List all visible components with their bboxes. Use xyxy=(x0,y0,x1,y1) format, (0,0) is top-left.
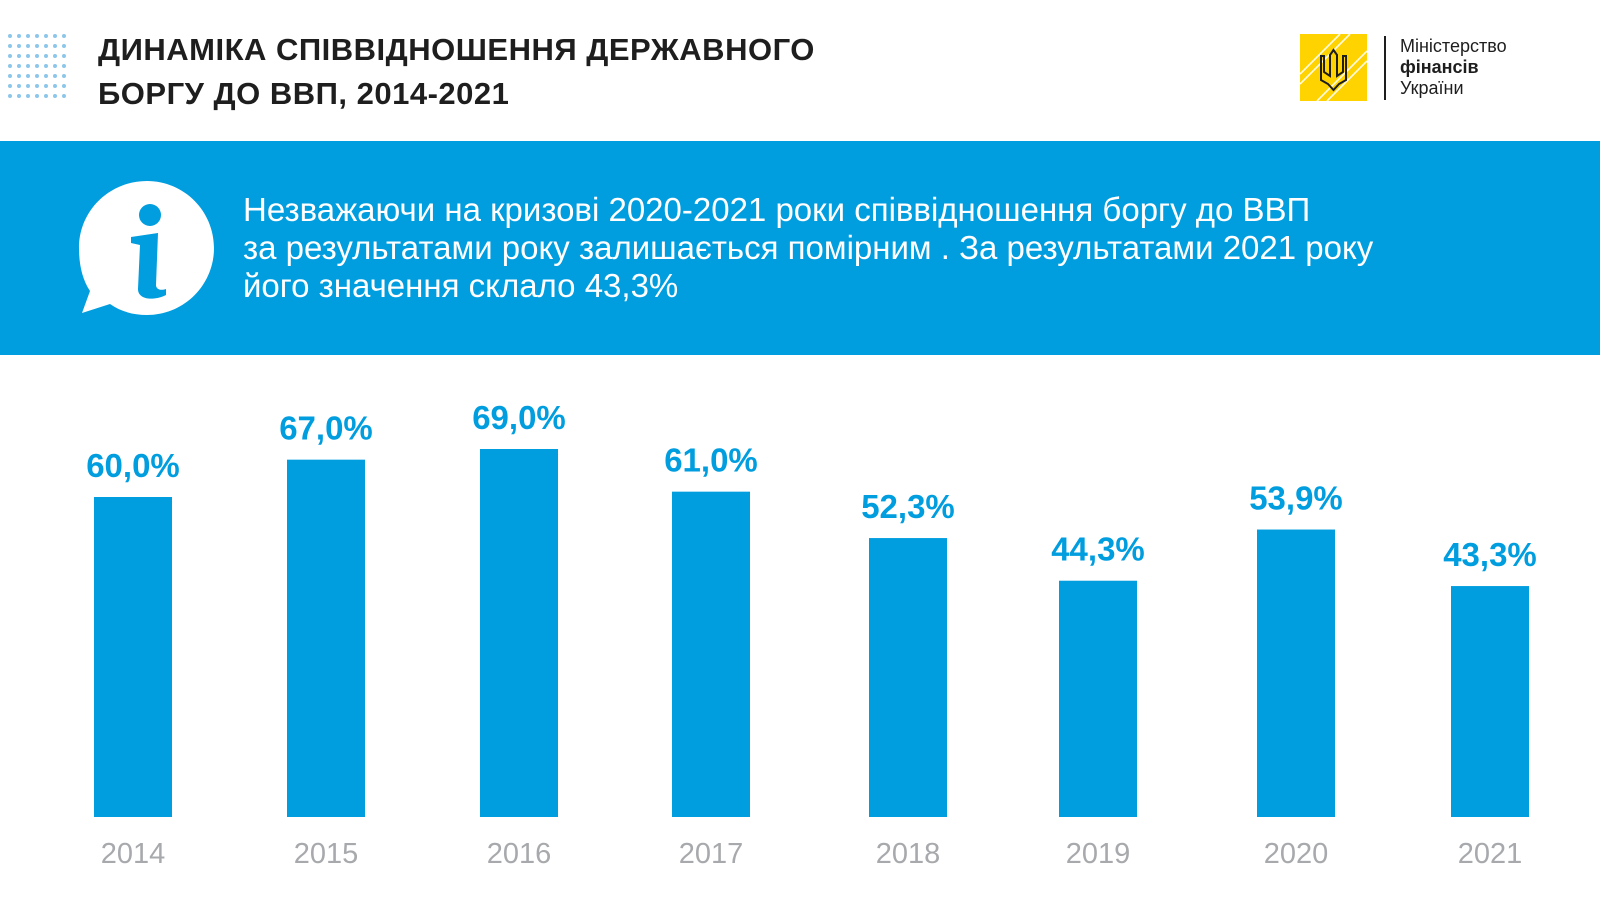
decorative-dot xyxy=(17,44,21,48)
ministry-name-line-3: України xyxy=(1400,78,1464,98)
decorative-dot xyxy=(44,64,48,68)
decorative-dots xyxy=(8,34,71,104)
x-tick-label-2018: 2018 xyxy=(876,838,941,870)
data-label-2014: 60,0% xyxy=(86,447,180,484)
decorative-dot xyxy=(62,64,66,68)
decorative-dot xyxy=(26,74,30,78)
decorative-dot xyxy=(26,44,30,48)
decorative-dot xyxy=(26,84,30,88)
decorative-dot xyxy=(62,84,66,88)
decorative-dot xyxy=(44,54,48,58)
decorative-dot xyxy=(8,84,12,88)
decorative-dot xyxy=(8,64,12,68)
decorative-dot xyxy=(8,74,12,78)
bar-2015 xyxy=(287,459,365,817)
decorative-dot xyxy=(53,54,57,58)
data-label-2018: 52,3% xyxy=(861,488,955,525)
decorative-dot xyxy=(53,64,57,68)
x-tick-label-2016: 2016 xyxy=(487,838,552,870)
bar-2017 xyxy=(672,491,750,817)
decorative-dot xyxy=(17,74,21,78)
data-label-2020: 53,9% xyxy=(1249,480,1343,517)
debt-to-gdp-bar-chart: 60,0% 2014 67,0% 2015 69,0% 2016 61,0% 2017 52,3… xyxy=(86,399,1537,870)
logo-divider xyxy=(1384,36,1386,100)
decorative-dot xyxy=(62,74,66,78)
decorative-dot xyxy=(53,34,57,38)
decorative-dot xyxy=(26,34,30,38)
decorative-dot xyxy=(53,94,57,98)
ministry-name-line-1: Міністерство xyxy=(1400,36,1507,56)
decorative-dot xyxy=(8,34,12,38)
x-tick-label-2020: 2020 xyxy=(1264,838,1329,870)
bar-2019 xyxy=(1059,580,1137,817)
decorative-dot xyxy=(35,44,39,48)
decorative-dot xyxy=(62,34,66,38)
decorative-dot xyxy=(35,54,39,58)
info-banner: Незважаючи на кризові 2020-2021 роки спі… xyxy=(0,141,1600,355)
page-title: ДИНАМІКА СПІВВІДНОШЕННЯ ДЕРЖАВНОГО БОРГУ… xyxy=(98,28,815,116)
page-title-line-1: ДИНАМІКА СПІВВІДНОШЕННЯ ДЕРЖАВНОГО xyxy=(98,32,815,67)
banner-text-line-1: Незважаючи на кризові 2020-2021 роки спі… xyxy=(243,191,1311,228)
decorative-dot xyxy=(35,34,39,38)
decorative-dot xyxy=(17,84,21,88)
decorative-dot xyxy=(44,34,48,38)
data-label-2017: 61,0% xyxy=(664,442,758,479)
bar-2021 xyxy=(1451,586,1529,817)
bar-2016 xyxy=(480,449,558,817)
decorative-dot xyxy=(44,44,48,48)
decorative-dot xyxy=(8,44,12,48)
x-tick-label-2014: 2014 xyxy=(101,838,166,870)
decorative-dot xyxy=(44,84,48,88)
x-tick-label-2017: 2017 xyxy=(679,838,744,870)
data-label-2016: 69,0% xyxy=(472,399,566,436)
decorative-dot xyxy=(35,64,39,68)
decorative-dot xyxy=(62,44,66,48)
banner-text-line-2: за результатами року залишається помірни… xyxy=(243,229,1374,266)
decorative-dot xyxy=(26,94,30,98)
decorative-dot xyxy=(62,54,66,58)
decorative-dot xyxy=(44,74,48,78)
x-tick-label-2015: 2015 xyxy=(294,838,359,870)
decorative-dot xyxy=(17,64,21,68)
banner-text: Незважаючи на кризові 2020-2021 роки спі… xyxy=(243,191,1583,305)
info-speech-bubble-icon xyxy=(74,179,220,321)
page-title-line-2: БОРГУ ДО ВВП, 2014-2021 xyxy=(98,76,510,111)
data-label-2015: 67,0% xyxy=(279,410,373,447)
x-tick-label-2021: 2021 xyxy=(1458,838,1523,870)
ministry-name: Міністерство фінансів України xyxy=(1400,36,1507,99)
data-label-2021: 43,3% xyxy=(1443,536,1537,573)
bar-2018 xyxy=(869,538,947,817)
bar-2014 xyxy=(94,497,172,817)
decorative-dot xyxy=(44,94,48,98)
decorative-dot xyxy=(53,74,57,78)
banner-text-line-3: його значення склало 43,3% xyxy=(243,267,679,304)
x-tick-label-2019: 2019 xyxy=(1066,838,1131,870)
decorative-dot xyxy=(17,54,21,58)
decorative-dot xyxy=(62,94,66,98)
decorative-dot xyxy=(35,94,39,98)
decorative-dot xyxy=(26,64,30,68)
data-label-2019: 44,3% xyxy=(1051,531,1145,568)
decorative-dot xyxy=(35,74,39,78)
decorative-dot xyxy=(8,94,12,98)
ministry-name-line-2: фінансів xyxy=(1400,57,1479,77)
ministry-logo: Міністерство фінансів України xyxy=(1299,33,1580,104)
decorative-dot xyxy=(17,94,21,98)
decorative-dot xyxy=(26,54,30,58)
decorative-dot xyxy=(35,84,39,88)
ukraine-trident-emblem-icon xyxy=(1299,33,1368,102)
decorative-dot xyxy=(8,54,12,58)
decorative-dot xyxy=(53,44,57,48)
bar-2020 xyxy=(1257,529,1335,817)
decorative-dot xyxy=(53,84,57,88)
decorative-dot xyxy=(17,34,21,38)
